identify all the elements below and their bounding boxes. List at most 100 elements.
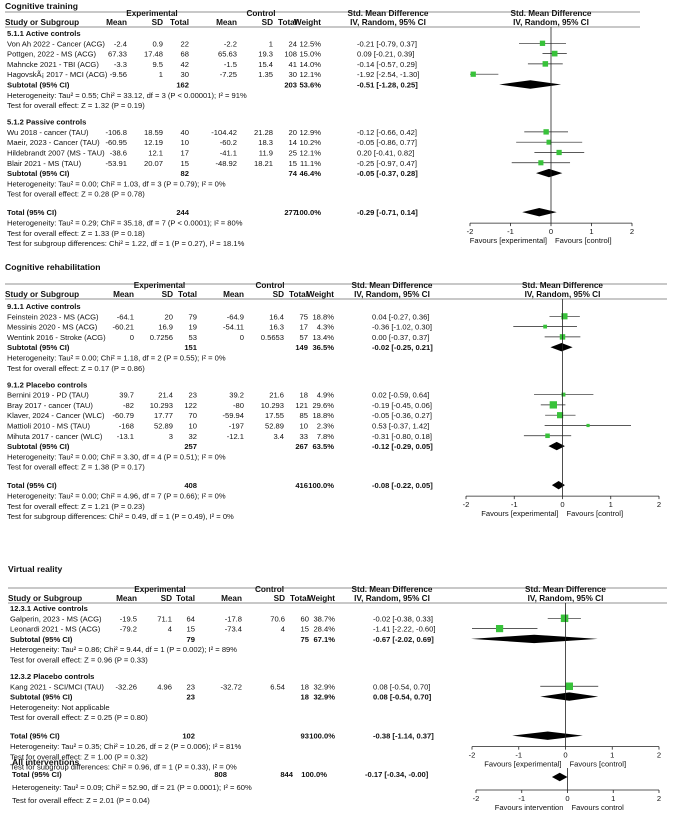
- header-mean: Mean: [113, 290, 134, 299]
- study-ci: 0.20 [-0.41, 0.82]: [357, 148, 414, 157]
- x-tick-label: 1: [611, 794, 615, 803]
- study-point-estimate: [560, 614, 569, 623]
- header-sd: SD: [162, 290, 173, 299]
- header-ivrandom-ci: IV, Random, 95% CI: [354, 290, 430, 299]
- header-mean: Mean: [223, 290, 244, 299]
- study-csd: 21.6: [269, 391, 284, 400]
- study-en: 64: [187, 614, 195, 623]
- header-weight: Weight: [307, 290, 334, 299]
- overall-diamond: [551, 772, 568, 782]
- study-w: 4.3%: [317, 323, 335, 332]
- total-exp-n: 102: [182, 732, 195, 741]
- study-name: Blair 2021 - MS (TAU): [7, 159, 82, 168]
- study-esd: 12.19: [144, 138, 163, 147]
- subtotal-weight: 53.6%: [299, 81, 321, 90]
- study-name: Hildebrandt 2007 (MS - TAU): [7, 148, 105, 157]
- subtotal-label: Subtotal (95% CI): [7, 169, 70, 178]
- study-csd: 1: [269, 39, 273, 48]
- study-en: 79: [189, 312, 197, 321]
- study-csd: 15.4: [258, 60, 273, 69]
- total-weight: 100.0%: [301, 770, 327, 779]
- study-point-estimate: [495, 625, 504, 633]
- study-w: 38.7%: [313, 614, 335, 623]
- x-tick-label: -2: [463, 500, 470, 509]
- subtotal-ci: -0.67 [-2.02, 0.69]: [373, 635, 434, 644]
- study-em: -53.91: [105, 159, 127, 168]
- study-em: -106.8: [105, 128, 127, 137]
- header-mean: Mean: [116, 594, 137, 603]
- overall-effect-line: Test for overall effect: Z = 1.38 (P = 0…: [7, 463, 145, 472]
- subtotal-exp-n: 257: [184, 442, 197, 451]
- study-em: -60.21: [112, 323, 134, 332]
- study-em: -32.26: [115, 682, 137, 691]
- study-csd: 16.3: [269, 323, 284, 332]
- x-tick-label: -1: [511, 500, 518, 509]
- study-csd: 3.4: [273, 432, 284, 441]
- header-total: Total: [289, 290, 308, 299]
- header-study: Study or Subgroup: [5, 18, 79, 27]
- study-cn: 30: [289, 70, 297, 79]
- study-point-estimate: [561, 392, 566, 397]
- header-ivrandom-ci: IV, Random, 95% CI: [350, 18, 426, 27]
- x-tick-label: 0: [560, 500, 564, 509]
- study-point-estimate: [543, 129, 549, 135]
- favours-right-label: Favours [control]: [567, 509, 624, 518]
- subtotal-label: Subtotal (95% CI): [7, 442, 70, 451]
- total-stat-line: Test for overall effect: Z = 1.33 (P = 0…: [7, 229, 145, 238]
- study-esd: 3: [169, 432, 173, 441]
- subtotal-ctl-n: 18: [301, 693, 309, 702]
- total-stat-line: Test for overall effect: Z = 1.21 (P = 0…: [7, 502, 145, 511]
- study-esd: 18.59: [144, 128, 163, 137]
- study-name: Pottgen, 2022 - MS (ACG): [7, 50, 97, 59]
- study-en: 53: [189, 333, 197, 342]
- overall-effect-line: Test for overall effect: Z = 1.32 (P = 0…: [7, 101, 145, 110]
- study-w: 15.0%: [299, 50, 321, 59]
- header-ivrandom-plot: IV, Random, 95% CI: [513, 18, 589, 27]
- study-em: -60.79: [112, 411, 134, 420]
- study-cn: 14: [289, 138, 297, 147]
- study-point-estimate: [542, 61, 549, 67]
- study-csd: 21.28: [254, 128, 273, 137]
- overall-effect-line: Test for overall effect: Z = 0.28 (P = 0…: [7, 190, 145, 199]
- favours-right-label: Favours control: [572, 803, 625, 812]
- study-esd: 1: [159, 70, 163, 79]
- favours-left-label: Favours [experimental]: [470, 236, 547, 245]
- study-em: -3.3: [114, 60, 127, 69]
- subtotal-label: Subtotal (95% CI): [7, 81, 70, 90]
- study-cn: 25: [289, 148, 297, 157]
- heterogeneity-line: Heterogeneity: Tau² = 0.00; Chi² = 1.03,…: [7, 179, 226, 188]
- study-cn: 15: [289, 159, 297, 168]
- x-tick-label: 1: [589, 227, 593, 236]
- study-en: 15: [181, 159, 189, 168]
- study-ci: 0.00 [-0.37, 0.37]: [372, 333, 429, 342]
- header-experimental: Experimental: [134, 585, 185, 594]
- subtotal-weight: 67.1%: [313, 635, 335, 644]
- study-point-estimate: [543, 324, 548, 329]
- study-em: -9.56: [110, 70, 127, 79]
- subtotal-weight: 36.5%: [312, 343, 334, 352]
- study-w: 18.8%: [312, 312, 334, 321]
- x-tick-label: 2: [630, 227, 634, 236]
- study-em: -79.2: [120, 625, 137, 634]
- study-en: 19: [189, 323, 197, 332]
- study-en: 10: [189, 421, 197, 430]
- x-tick-label: 0: [563, 751, 567, 760]
- study-esd: 20.07: [144, 159, 163, 168]
- study-ci: 0.04 [-0.27, 0.36]: [372, 312, 429, 321]
- study-esd: 71.1: [157, 614, 172, 623]
- study-esd: 16.9: [158, 323, 173, 332]
- study-en: 23: [189, 391, 197, 400]
- study-name: Bray 2017 - cancer (TAU): [7, 401, 93, 410]
- total-diamond: [512, 731, 583, 740]
- study-esd: 52.89: [154, 421, 173, 430]
- study-cm: -64.9: [227, 312, 244, 321]
- x-tick-label: -2: [473, 794, 480, 803]
- study-cm: -1.5: [224, 60, 237, 69]
- study-cn: 75: [300, 312, 308, 321]
- subtotal-ctl-n: 203: [284, 81, 297, 90]
- x-tick-label: -1: [518, 794, 525, 803]
- overall-effect-line: Test for overall effect: Z = 0.96 (P = 0…: [10, 656, 148, 665]
- header-smd-plot: Std. Mean Difference: [511, 9, 592, 18]
- study-en: 22: [181, 39, 189, 48]
- study-ci: -0.31 [-0.80, 0.18]: [372, 432, 432, 441]
